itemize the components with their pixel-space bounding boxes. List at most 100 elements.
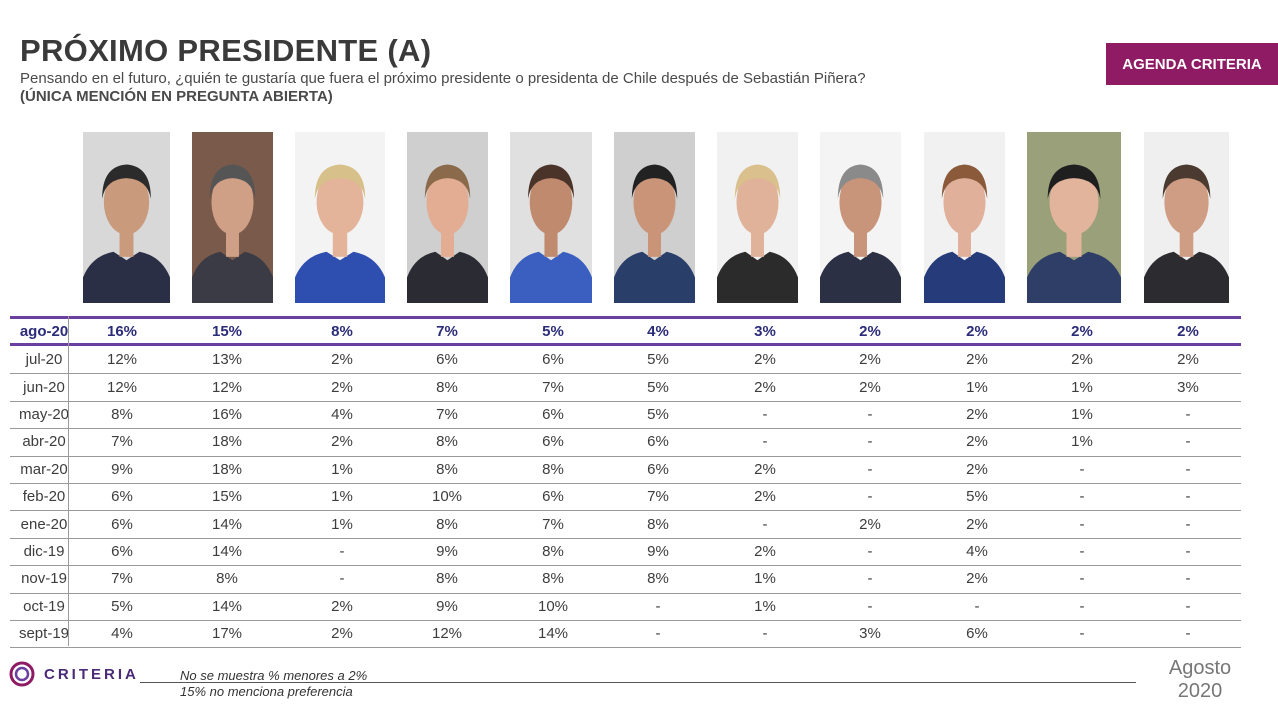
table-cell: -	[1185, 597, 1191, 615]
table-cell: 13%	[211, 351, 243, 369]
table-cell: 2%	[966, 322, 988, 340]
table-cell: -	[655, 625, 661, 643]
table-cell: -	[1185, 625, 1191, 643]
table-cell: -	[867, 460, 873, 478]
table-row: nov-19 7% 8% - 8% 8% 8% 1% - 2% - -	[10, 565, 1241, 594]
portrait-photo-10	[1027, 132, 1121, 303]
table-cell: -	[762, 515, 768, 533]
table-cell: 1%	[754, 570, 776, 588]
table-cell: 14%	[211, 597, 243, 615]
table-cell: 8%	[647, 515, 669, 533]
table-cell: 7%	[542, 515, 564, 533]
table-cell: 6%	[966, 625, 988, 643]
report-year: 2020	[1177, 680, 1223, 702]
table-cell: 2%	[754, 378, 776, 396]
table-cell: 7%	[436, 405, 458, 423]
portrait-photo-9	[924, 132, 1005, 303]
table-cell: 2%	[754, 488, 776, 506]
table-cell: 1%	[331, 488, 353, 506]
table-cell: 2%	[966, 460, 988, 478]
table-row: abr-20 7% 18% 2% 8% 6% 6% - - 2% 1% -	[10, 428, 1241, 457]
table-cell: 14%	[537, 625, 569, 643]
table-cell: 2%	[966, 515, 988, 533]
table-cell: 8%	[436, 378, 458, 396]
table-cell: 5%	[966, 488, 988, 506]
portrait-photo-2	[192, 132, 273, 303]
table-cell: 4%	[966, 542, 988, 560]
table-cell: -	[1079, 625, 1085, 643]
portrait-photo-1	[83, 132, 170, 303]
table-cell: 4%	[111, 625, 133, 643]
table-cell: 6%	[542, 488, 564, 506]
table-cell: 1%	[1071, 405, 1093, 423]
row-month-label: dic-19	[23, 542, 65, 560]
table-cell: 6%	[542, 351, 564, 369]
table-cell: 5%	[647, 405, 669, 423]
table-cell: 2%	[331, 433, 353, 451]
table-cell: 2%	[1177, 322, 1199, 340]
table-cell: 2%	[331, 625, 353, 643]
table-cell: 2%	[331, 378, 353, 396]
table-cell: -	[1185, 488, 1191, 506]
table-cell: 8%	[542, 460, 564, 478]
table-cell: -	[1185, 542, 1191, 560]
table-cell: -	[762, 405, 768, 423]
question-text: Pensando en el futuro, ¿quién te gustarí…	[20, 70, 866, 87]
table-cell: 15%	[211, 488, 243, 506]
table-cell: 1%	[966, 378, 988, 396]
table-cell: 3%	[754, 322, 776, 340]
table-cell: 2%	[754, 351, 776, 369]
table-cell: 1%	[331, 515, 353, 533]
table-cell: 7%	[436, 322, 458, 340]
table-row: may-20 8% 16% 4% 7% 6% 5% - - 2% 1% -	[10, 401, 1241, 430]
row-month-label: nov-19	[21, 570, 67, 588]
table-cell: -	[1185, 405, 1191, 423]
table-cell: 2%	[966, 433, 988, 451]
table-cell: 14%	[211, 542, 243, 560]
portrait-photo-11	[1144, 132, 1229, 303]
table-cell: -	[1079, 488, 1085, 506]
table-cell: 4%	[331, 405, 353, 423]
table-cell: 12%	[211, 378, 243, 396]
portrait-photo-8	[820, 132, 901, 303]
row-month-label: ago-20	[19, 322, 69, 340]
agenda-criteria-badge: AGENDA CRITERIA	[1106, 43, 1278, 85]
page-title: PRÓXIMO PRESIDENTE (A)	[20, 33, 432, 68]
table-cell: 2%	[859, 351, 881, 369]
table-cell: 8%	[436, 460, 458, 478]
table-cell: 6%	[111, 515, 133, 533]
table-cell: 8%	[436, 433, 458, 451]
footer-note-no-preference: 15% no menciona preferencia	[180, 684, 353, 699]
table-cell: -	[867, 542, 873, 560]
table-cell: 7%	[111, 433, 133, 451]
table-cell: 5%	[542, 322, 564, 340]
table-cell: 2%	[966, 405, 988, 423]
question-note: (ÚNICA MENCIÓN EN PREGUNTA ABIERTA)	[20, 88, 333, 105]
table-cell: 2%	[754, 542, 776, 560]
footer-brand: CRITERIA	[44, 666, 139, 683]
table-cell: 2%	[1071, 351, 1093, 369]
table-cell: 5%	[647, 351, 669, 369]
table-row: jun-20 12% 12% 2% 8% 7% 5% 2% 2% 1% 1% 3%	[10, 373, 1241, 402]
table-cell: 2%	[859, 515, 881, 533]
table-cell: 12%	[106, 378, 138, 396]
table-cell: 1%	[1071, 433, 1093, 451]
table-cell: 8%	[647, 570, 669, 588]
table-cell: 3%	[1177, 378, 1199, 396]
table-cell: -	[1185, 570, 1191, 588]
table-cell: 8%	[331, 322, 353, 340]
table-cell: 8%	[436, 515, 458, 533]
table-cell: 6%	[111, 542, 133, 560]
table-cell: 18%	[211, 433, 243, 451]
row-month-label: may-20	[18, 405, 70, 423]
table-cell: 6%	[647, 433, 669, 451]
table-cell: 1%	[1071, 378, 1093, 396]
footer-divider	[140, 682, 1136, 683]
table-cell: 8%	[436, 570, 458, 588]
criteria-logo-icon	[9, 661, 35, 687]
row-month-label: mar-20	[20, 460, 68, 478]
table-cell: -	[1079, 597, 1085, 615]
table-cell: 2%	[966, 351, 988, 369]
table-cell: -	[762, 433, 768, 451]
table-cell: 6%	[542, 405, 564, 423]
